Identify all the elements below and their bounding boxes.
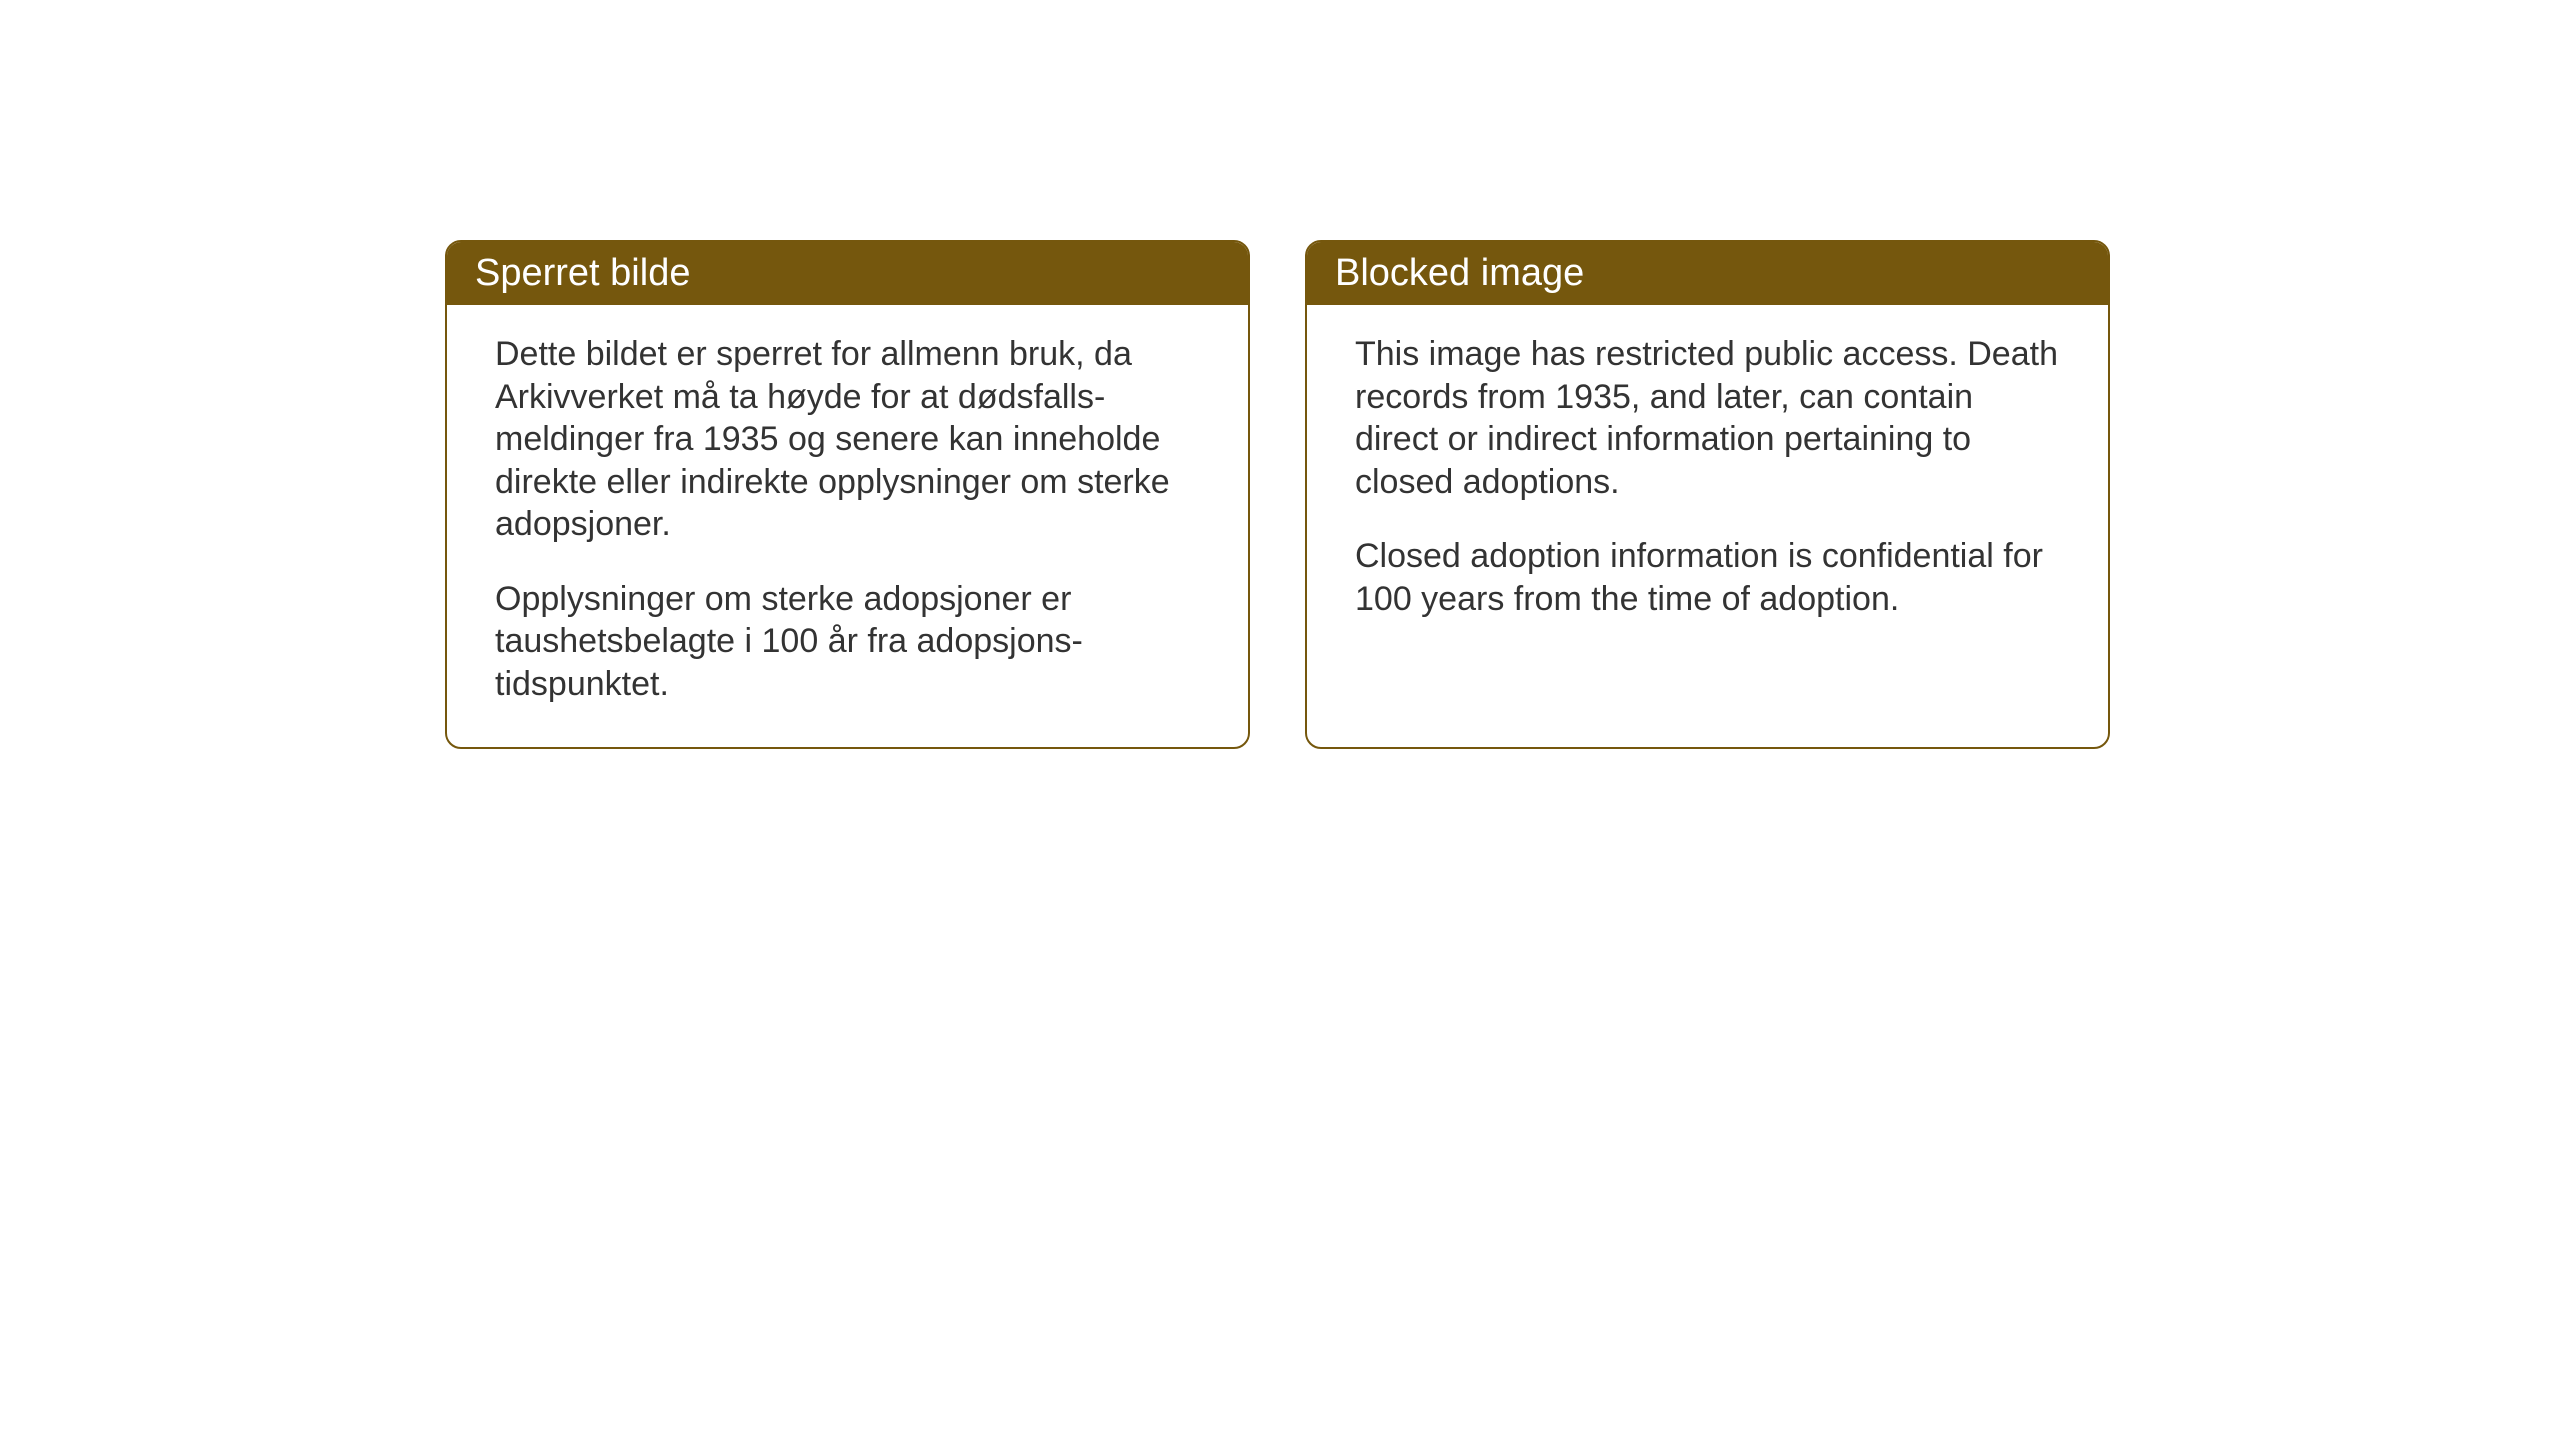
- card-header-english: Blocked image: [1307, 242, 2108, 305]
- card-paragraph-1: Dette bildet er sperret for allmenn bruk…: [495, 333, 1200, 546]
- cards-container: Sperret bilde Dette bildet er sperret fo…: [445, 240, 2110, 749]
- card-paragraph-2: Closed adoption information is confident…: [1355, 535, 2060, 620]
- card-header-norwegian: Sperret bilde: [447, 242, 1248, 305]
- card-english: Blocked image This image has restricted …: [1305, 240, 2110, 749]
- card-paragraph-1: This image has restricted public access.…: [1355, 333, 2060, 503]
- card-title: Sperret bilde: [475, 252, 690, 294]
- card-body-norwegian: Dette bildet er sperret for allmenn bruk…: [447, 305, 1248, 747]
- card-title: Blocked image: [1335, 252, 1584, 294]
- card-norwegian: Sperret bilde Dette bildet er sperret fo…: [445, 240, 1250, 749]
- card-paragraph-2: Opplysninger om sterke adopsjoner er tau…: [495, 578, 1200, 706]
- card-body-english: This image has restricted public access.…: [1307, 305, 2108, 662]
